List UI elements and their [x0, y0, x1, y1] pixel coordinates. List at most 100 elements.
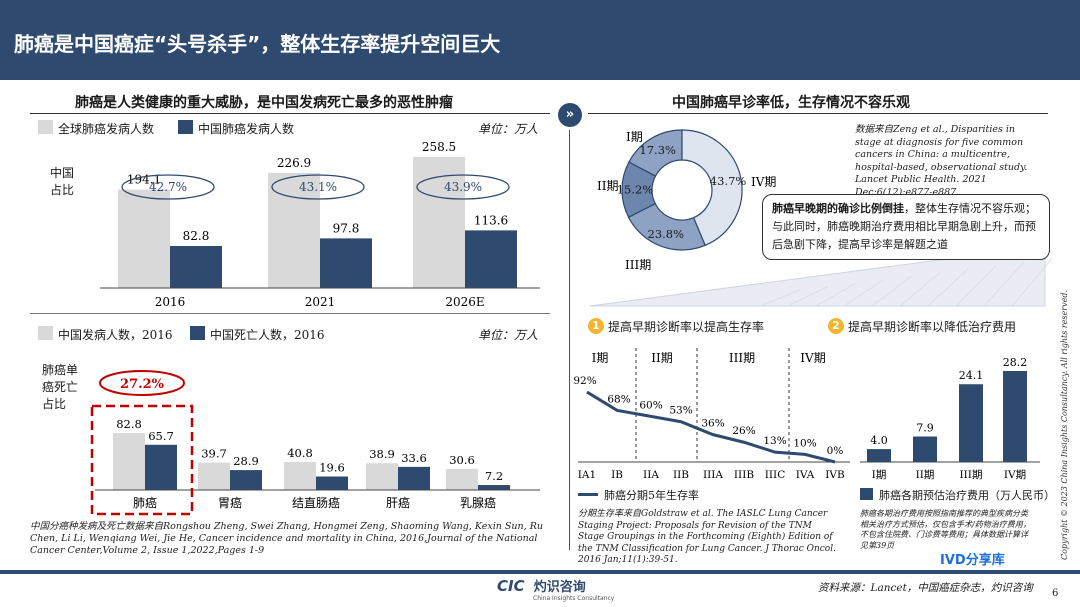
survival-x-tick: IIIA [703, 469, 723, 481]
donut-source-note: 数据来自Zeng et al., Disparities in stage at… [855, 124, 1028, 198]
cost-value-label: 4.0 [870, 434, 888, 447]
share-value: 43.1% [299, 180, 337, 194]
bar-value-label: 226.9 [277, 156, 311, 170]
legend-swatch-china [178, 120, 193, 134]
wedge-stripe [787, 286, 829, 307]
bar-incidence-结直肠癌 [284, 461, 316, 490]
bar-value-label: 28.9 [233, 454, 259, 468]
cost-value-label: 24.1 [959, 369, 984, 382]
legend-swatch-global [38, 120, 53, 134]
donut-value-label: 15.2% [617, 183, 654, 197]
logo-en: China Insights Consultancy [533, 595, 615, 602]
bar-death-结直肠癌 [316, 476, 348, 490]
bar-incidence-肝癌 [366, 463, 398, 490]
logo-mark: CIC [497, 577, 525, 595]
page-title: 肺癌是中国癌症“头号杀手”，整体生存率提升空间巨大 [14, 32, 501, 56]
donut-category-label: I期 [626, 130, 643, 144]
cost-source-note: 肺癌各期治疗费用按照指南推荐的典型疾病分类相关治疗方式预估，仅包含手术/药物治疗… [860, 509, 1031, 550]
key-finding-callout: 肺癌早晚期的确诊比例倒挂，整体生存情况不容乐观；与此同时，肺癌晚期治疗费用相比早… [762, 194, 1050, 260]
lung-highlight-box [90, 404, 194, 516]
bar-value-label: 39.7 [201, 447, 227, 461]
bar-value-label: 38.9 [369, 447, 395, 461]
bar-china-2021 [320, 238, 372, 288]
donut-slice-II期 [621, 161, 657, 219]
cost-bar-III期 [959, 384, 983, 462]
legend-label-incidence: 中国发病人数，2016 [58, 328, 173, 342]
survival-x-tick: IB [611, 469, 623, 481]
survival-value-label: 53% [669, 405, 692, 417]
bar-value-label: 113.6 [474, 213, 508, 227]
wedge-stripe [759, 289, 801, 307]
unit-label-bottom: 单位：万人 [478, 328, 539, 342]
stage-header: III期 [729, 351, 755, 365]
survival-value-label: 13% [763, 435, 786, 447]
right-title-rule [588, 113, 1048, 114]
bar-incidence-乳腺癌 [446, 468, 478, 490]
share-ellipse [121, 174, 215, 200]
share-label-death: 肺癌单 癌死亡 占比 [42, 363, 79, 411]
survival-x-tick: IVA [796, 469, 815, 481]
left-title-rule [30, 113, 550, 114]
line-legend-label: 肺癌分期5年生存率 [604, 489, 699, 502]
unit-label-top: 单位：万人 [478, 122, 539, 136]
wedge-stripe [899, 272, 941, 307]
x-tick-label: 2026E [445, 295, 484, 309]
cost-x-tick: III期 [960, 469, 983, 481]
legend-label-china: 中国肺癌发病人数 [198, 122, 295, 136]
donut-category-label: III期 [625, 258, 651, 272]
wedge-stripe [927, 268, 969, 307]
bar-value-label: 19.6 [319, 461, 345, 475]
share-ellipse [416, 174, 510, 200]
bar-value-label: 7.2 [485, 469, 503, 483]
survival-x-tick: IIIB [734, 469, 754, 481]
bar-death-乳腺癌 [478, 485, 510, 490]
survival-value-label: 10% [793, 437, 816, 449]
wedge-stripe [871, 275, 913, 307]
donut-value-label: 23.8% [648, 227, 685, 241]
cost-x-tick: I期 [872, 469, 887, 481]
left-panel-divider [30, 313, 550, 314]
x-tick-label: 2021 [305, 295, 336, 309]
lung-share-value: 27.2% [120, 377, 165, 392]
bar-value-label: 40.8 [287, 446, 313, 460]
wedge-stripe [983, 261, 1025, 307]
survival-value-label: 92% [573, 375, 596, 387]
survival-value-label: 26% [732, 425, 755, 437]
footer-logo: CIC 灼识咨询 China Insights Consultancy [497, 576, 614, 602]
survival-x-tick: IA1 [578, 469, 596, 481]
chevron-right-icon: » [558, 103, 582, 127]
footer-bar [0, 570, 1080, 574]
donut-category-label: II期 [597, 179, 618, 193]
cost-value-label: 7.9 [916, 422, 934, 435]
wedge-stripe [955, 265, 997, 307]
line-legend-swatch [578, 493, 598, 496]
survival-value-label: 60% [639, 399, 662, 411]
share-value: 43.9% [444, 180, 482, 194]
bar-death-肝癌 [398, 466, 430, 490]
x-tick-label: 肺癌 [133, 495, 157, 510]
bar-value-label: 33.6 [401, 451, 427, 465]
cost-bar-II期 [913, 436, 937, 462]
survival-x-tick: IIIC [765, 469, 785, 481]
survival-line [586, 390, 836, 464]
x-tick-label: 乳腺癌 [460, 495, 496, 510]
watermark-badge: IVD分享库 [936, 548, 1009, 569]
legend-swatch-incidence [38, 326, 53, 340]
legend-swatch-death [190, 326, 205, 340]
bar-legend-swatch [860, 488, 873, 500]
stage-header: IV期 [800, 351, 825, 365]
survival-value-label: 36% [701, 418, 724, 430]
x-tick-label: 胃癌 [218, 495, 242, 510]
bar-incidence-胃癌 [198, 462, 230, 490]
share-label: 中国 占比 [50, 166, 75, 197]
survival-x-tick: IVB [825, 469, 845, 481]
point-2-text: 提高早期诊断率以降低治疗费用 [848, 320, 1017, 334]
expand-wedge [589, 245, 1046, 307]
bar-global-2026E [413, 156, 465, 288]
legend-label-death: 中国死亡人数，2016 [210, 328, 325, 342]
share-value: 42.7% [149, 180, 187, 194]
cost-value-label: 28.2 [1003, 356, 1028, 369]
donut-value-label: 43.7% [710, 174, 747, 188]
survival-value-label: 68% [607, 393, 630, 405]
